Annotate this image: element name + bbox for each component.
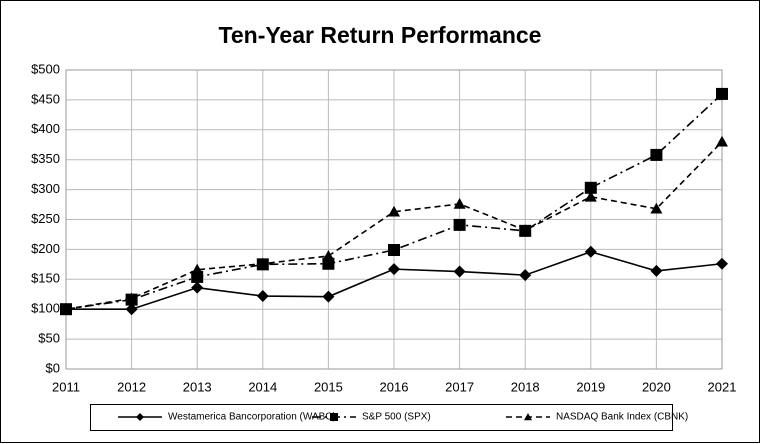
y-tick-label: $450	[31, 91, 60, 106]
marker	[716, 88, 728, 100]
marker	[388, 244, 400, 256]
y-tick-label: $0	[46, 360, 60, 375]
x-tick-label: 2013	[183, 379, 212, 394]
x-tick-label: 2012	[117, 379, 146, 394]
y-tick-label: $100	[31, 301, 60, 316]
x-tick-label: 2011	[52, 379, 80, 394]
x-tick-label: 2015	[314, 379, 343, 394]
x-tick-label: 2021	[708, 379, 737, 394]
y-tick-label: $400	[31, 121, 60, 136]
x-tick-label: 2014	[248, 379, 277, 394]
y-tick-label: $350	[31, 151, 60, 166]
chart-title: Ten-Year Return Performance	[219, 22, 542, 48]
x-tick-label: 2019	[576, 379, 605, 394]
marker	[650, 149, 662, 161]
y-tick-label: $300	[31, 181, 60, 196]
y-tick-label: $150	[31, 271, 60, 286]
legend-label: Westamerica Bancorporation (WABC)	[168, 412, 336, 423]
y-tick-label: $500	[31, 61, 60, 76]
x-tick-label: 2018	[511, 379, 540, 394]
x-tick-label: 2017	[445, 379, 474, 394]
legend-label: NASDAQ Bank Index (CBNK)	[556, 412, 688, 423]
y-tick-label: $50	[38, 331, 60, 346]
legend-marker	[330, 413, 338, 421]
y-tick-label: $200	[31, 241, 60, 256]
x-tick-label: 2020	[642, 379, 671, 394]
legend-label: S&P 500 (SPX)	[362, 412, 431, 423]
x-tick-label: 2016	[380, 379, 409, 394]
marker	[454, 219, 466, 231]
y-tick-label: $250	[31, 211, 60, 226]
